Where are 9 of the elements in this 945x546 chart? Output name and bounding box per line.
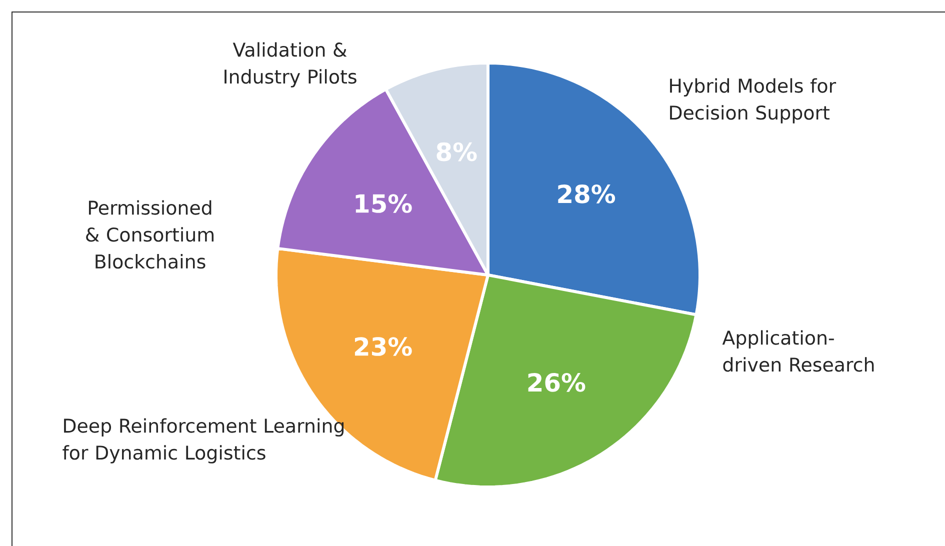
data-label: 15% [356, 194, 412, 213]
data-label: 26% [528, 372, 586, 392]
slice-label: Hybrid Models for Decision Support [670, 78, 836, 124]
slice-label: Validation & Industry Pilots [224, 42, 356, 88]
slice-label: Application-driven Research [722, 330, 874, 372]
data-label: 28% [558, 184, 616, 204]
slice-label: Permissioned & Consortium Blockchains [86, 200, 214, 269]
slice-label: Deep Reinforcement Learning for Dynamic Logistics [62, 418, 344, 464]
data-label: 23% [354, 337, 412, 356]
